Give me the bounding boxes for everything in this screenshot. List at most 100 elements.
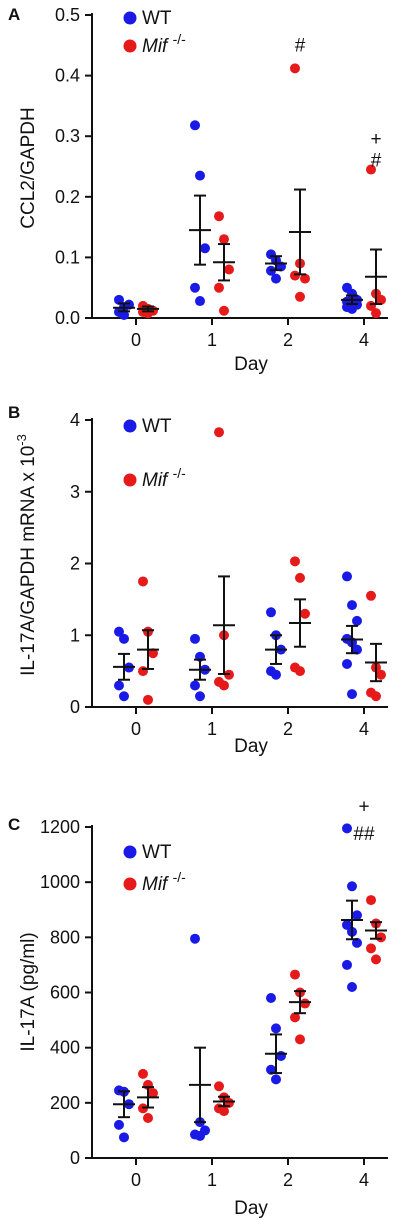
y-tick-label: 0.2 xyxy=(55,187,80,207)
panel-label: B xyxy=(8,403,20,422)
data-point-wt-day1 xyxy=(195,691,205,702)
data-point-mif-day1 xyxy=(224,264,234,275)
x-axis-label: Day xyxy=(234,354,268,375)
data-point-wt-day0 xyxy=(119,633,129,644)
data-point-wt-day0 xyxy=(119,1132,129,1143)
panel-label: A xyxy=(8,5,20,24)
significance-marker: + xyxy=(358,796,369,817)
data-point-wt-day2 xyxy=(271,1023,281,1034)
data-point-wt-day0 xyxy=(114,1119,124,1130)
y-tick-label: 1 xyxy=(70,625,80,645)
legend-label-mif-superscript: -/- xyxy=(173,869,187,885)
data-point-wt-day2 xyxy=(271,1074,281,1085)
data-point-mif-day0 xyxy=(138,1068,148,1079)
data-point-wt-day1 xyxy=(190,282,200,293)
legend-marker-wt xyxy=(123,845,137,859)
data-point-mif-day1 xyxy=(214,427,224,438)
legend-label-mif: Mif -/- xyxy=(142,465,186,491)
data-point-mif-day1 xyxy=(219,1106,229,1117)
legend-marker-wt xyxy=(123,11,137,25)
data-point-mif-day2 xyxy=(295,1034,305,1045)
significance-marker: + xyxy=(370,129,381,150)
data-point-mif-day0 xyxy=(143,694,153,705)
y-tick-label: 4 xyxy=(70,410,80,430)
y-tick-label: 0 xyxy=(70,697,80,717)
y-tick-label: 0.0 xyxy=(55,308,80,328)
data-point-mif-day0 xyxy=(138,576,148,587)
legend-marker-mif xyxy=(123,877,137,891)
data-point-mif-day4 xyxy=(366,164,376,175)
data-point-mif-day4 xyxy=(366,943,376,954)
x-tick-label: 0 xyxy=(131,330,141,350)
y-axis-label: CCL2/GAPDH xyxy=(18,107,39,228)
data-point-wt-day4 xyxy=(352,615,362,626)
data-point-mif-day2 xyxy=(300,608,310,619)
significance-marker: # xyxy=(295,35,306,56)
data-point-wt-day4 xyxy=(342,823,352,834)
data-point-wt-day1 xyxy=(195,296,205,307)
data-point-wt-day4 xyxy=(342,658,352,669)
data-point-wt-day1 xyxy=(190,680,200,691)
y-axis-label: IL-17A/GAPDH mRNA x 10-3 xyxy=(14,434,39,676)
y-tick-label: 2 xyxy=(70,554,80,574)
data-point-wt-day1 xyxy=(200,243,210,254)
x-tick-label: 0 xyxy=(131,1170,141,1190)
legend-label-mif-superscript: -/- xyxy=(173,31,187,47)
data-point-mif-day0 xyxy=(138,666,148,677)
data-point-mif-day4 xyxy=(376,294,386,305)
data-point-wt-day4 xyxy=(347,600,357,611)
y-tick-label: 0.4 xyxy=(55,66,80,86)
data-point-wt-day4 xyxy=(352,644,362,655)
data-point-mif-day2 xyxy=(290,63,300,74)
x-tick-label: 4 xyxy=(359,330,369,350)
x-tick-label: 2 xyxy=(283,1170,293,1190)
y-tick-label: 0.3 xyxy=(55,126,80,146)
data-point-mif-day2 xyxy=(300,998,310,1009)
data-point-wt-day1 xyxy=(190,933,200,944)
data-point-wt-day4 xyxy=(342,959,352,970)
data-point-wt-day1 xyxy=(195,1130,205,1141)
data-point-wt-day4 xyxy=(347,981,357,992)
y-tick-label: 3 xyxy=(70,482,80,502)
data-point-mif-day2 xyxy=(295,572,305,583)
data-point-wt-day0 xyxy=(119,691,129,702)
y-axis-label-superscript: -3 xyxy=(14,434,29,446)
x-tick-label: 4 xyxy=(359,1170,369,1190)
data-point-wt-day0 xyxy=(114,294,124,305)
data-point-wt-day4 xyxy=(347,303,357,314)
data-point-wt-day4 xyxy=(352,937,362,948)
y-tick-label: 800 xyxy=(50,927,80,947)
y-tick-label: 200 xyxy=(50,1093,80,1113)
legend-marker-mif xyxy=(123,473,137,487)
data-point-mif-day4 xyxy=(366,590,376,601)
data-point-mif-day1 xyxy=(214,211,224,222)
legend-label-wt: WT xyxy=(142,842,172,863)
x-axis-label: Day xyxy=(234,1198,268,1219)
x-tick-label: 1 xyxy=(207,1170,217,1190)
data-point-mif-day2 xyxy=(295,666,305,677)
data-point-mif-day4 xyxy=(366,895,376,906)
x-tick-label: 0 xyxy=(131,719,141,739)
data-point-wt-day0 xyxy=(119,309,129,320)
data-point-wt-day4 xyxy=(342,919,352,930)
data-point-wt-day4 xyxy=(347,689,357,700)
legend-label-wt: WT xyxy=(142,416,172,437)
data-point-mif-day1 xyxy=(214,1081,224,1092)
significance-marker: # xyxy=(371,150,382,171)
x-axis-label: Day xyxy=(234,736,268,757)
data-point-wt-day0 xyxy=(114,680,124,691)
y-tick-label: 1000 xyxy=(40,872,80,892)
data-point-mif-day0 xyxy=(143,1113,153,1124)
data-point-mif-day1 xyxy=(214,282,224,293)
data-point-wt-day1 xyxy=(190,633,200,644)
data-point-wt-day2 xyxy=(266,607,276,618)
significance-marker: ## xyxy=(353,824,375,845)
data-point-wt-day2 xyxy=(271,669,281,680)
legend-label-mif-name: Mif xyxy=(142,36,173,57)
data-point-wt-day2 xyxy=(271,273,281,284)
data-point-mif-day4 xyxy=(371,691,381,702)
data-point-mif-day4 xyxy=(376,932,386,943)
legend-marker-mif xyxy=(123,39,137,53)
data-point-wt-day4 xyxy=(342,571,352,582)
data-point-mif-day1 xyxy=(219,305,229,316)
